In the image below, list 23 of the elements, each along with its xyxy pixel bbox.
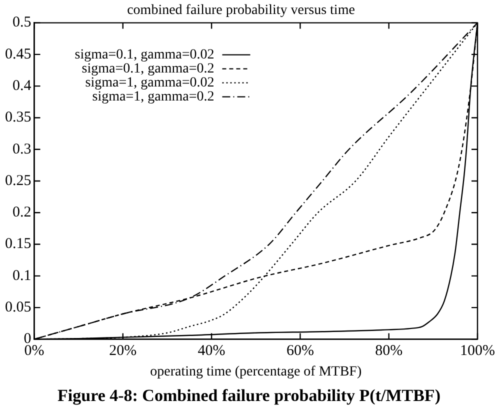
- y-tick-label: 0.1: [12, 268, 32, 284]
- x-axis-title: operating time (percentage of MTBF): [150, 364, 362, 380]
- caption: Figure 4-8: Combined failure probability P(t/MTBF): [56, 386, 442, 406]
- y-tick-label: 0.5: [12, 14, 32, 31]
- x-tick-label: 60%: [286, 343, 314, 360]
- chart-title: combined failure probability versus time: [127, 3, 355, 18]
- x-tick-label: 80%: [375, 343, 403, 360]
- x-tick-label: 20%: [109, 343, 137, 360]
- y-tick-label: 0.2: [12, 204, 32, 221]
- legend-label: sigma=0.1, gamma=0.2: [82, 61, 214, 76]
- x-tick-label: 40%: [198, 343, 226, 360]
- y-tick-label: 0.15: [5, 236, 32, 252]
- y-tick-label: 0.4: [12, 78, 32, 94]
- y-tick-label: 0.3: [12, 141, 32, 158]
- x-tick-label: 0%: [24, 343, 44, 360]
- legend-label: sigma=1, gamma=0.02: [85, 75, 214, 90]
- legend-label: sigma=1, gamma=0.2: [92, 89, 214, 104]
- y-tick-label: 0.35: [5, 110, 32, 126]
- y-tick-label: 0.25: [5, 172, 32, 189]
- x-tick-label: 100%: [460, 343, 495, 360]
- legend-label: sigma=0.1, gamma=0.02: [74, 47, 214, 62]
- y-tick-label: 0.45: [5, 46, 32, 62]
- y-tick-label: 0.05: [5, 299, 32, 316]
